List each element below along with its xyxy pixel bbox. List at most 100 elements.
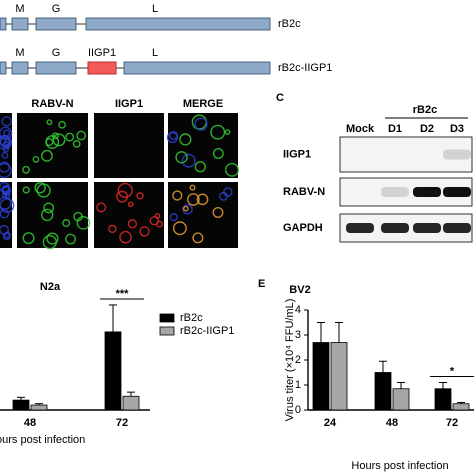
cell xyxy=(182,204,193,215)
segment-label: G xyxy=(52,47,61,59)
micrograph xyxy=(94,113,164,178)
cell xyxy=(225,162,240,177)
cell xyxy=(22,186,30,194)
gene-box xyxy=(0,61,7,75)
cell xyxy=(196,193,209,206)
gene-box xyxy=(35,61,77,75)
cell xyxy=(1,151,9,159)
x-tick-label: 72 xyxy=(116,417,128,429)
cell xyxy=(212,148,224,159)
row-label: GAPDH xyxy=(283,222,323,234)
bar xyxy=(30,404,48,411)
cell xyxy=(41,149,53,162)
microscopy: RABV-N IIGP1 MERGE xyxy=(0,98,240,250)
legend-swatch xyxy=(159,326,175,336)
cell xyxy=(46,119,53,126)
x-axis-label: ours post infection xyxy=(0,434,85,446)
cell xyxy=(172,190,183,201)
cell xyxy=(117,182,133,198)
cell xyxy=(76,215,91,230)
cell xyxy=(179,133,192,146)
cell xyxy=(194,161,206,173)
cell xyxy=(181,153,196,168)
cell xyxy=(224,129,231,135)
cell xyxy=(119,230,132,244)
bar xyxy=(12,399,30,411)
cell xyxy=(65,132,75,142)
cell xyxy=(0,224,9,235)
cell xyxy=(127,219,138,229)
cell xyxy=(1,116,12,127)
band xyxy=(443,187,471,197)
bar xyxy=(104,331,122,411)
group-label: rB2c xyxy=(413,104,437,116)
segment-label: M xyxy=(15,3,24,15)
y-axis-label: Virus titer (×10⁴ FFU/mL) xyxy=(284,299,296,422)
significance-label: *** xyxy=(116,288,130,300)
band xyxy=(413,223,441,233)
blot-strip xyxy=(339,136,473,173)
legend-label: rB2c-IIGP1 xyxy=(180,325,234,337)
cell xyxy=(3,129,11,137)
band xyxy=(381,187,409,197)
channel-label: MERGE xyxy=(183,98,223,110)
bar xyxy=(122,395,140,411)
cell xyxy=(0,161,10,173)
cell xyxy=(116,190,129,203)
x-axis-label: Hours post infection xyxy=(351,460,448,472)
cell xyxy=(40,208,54,222)
y-tick-label: 4 xyxy=(295,304,301,316)
segment-label: L xyxy=(152,3,158,15)
cell xyxy=(42,234,58,250)
lane-label: Mock xyxy=(346,123,375,135)
cell xyxy=(187,193,200,206)
legend-swatch xyxy=(159,313,175,323)
cell xyxy=(45,138,54,147)
bar xyxy=(392,388,410,411)
cell xyxy=(22,165,30,174)
cell xyxy=(194,117,208,131)
segment-label: L xyxy=(152,47,158,59)
cell xyxy=(46,232,59,245)
bar xyxy=(452,403,470,411)
cell xyxy=(62,219,71,228)
cell xyxy=(1,186,12,196)
band xyxy=(413,187,441,197)
cell xyxy=(172,221,187,236)
cell xyxy=(0,162,12,179)
bar xyxy=(330,342,348,411)
cell xyxy=(127,201,134,208)
cell xyxy=(212,206,224,218)
gene-box xyxy=(11,61,29,75)
cell xyxy=(192,232,204,244)
cell xyxy=(4,138,12,147)
panel-letter: E xyxy=(258,278,265,290)
cell xyxy=(210,124,226,140)
gene-box xyxy=(85,17,271,31)
panel-letter: C xyxy=(276,92,284,104)
y-tick-label: 0 xyxy=(295,404,301,416)
lane-label: D1 xyxy=(388,123,402,135)
cell xyxy=(58,120,66,129)
micrograph xyxy=(17,113,88,178)
cell xyxy=(22,232,35,245)
cell xyxy=(0,198,15,213)
bar xyxy=(434,388,452,411)
cell xyxy=(43,202,55,214)
cell xyxy=(136,192,144,200)
bar xyxy=(312,342,330,411)
row-label: RABV-N xyxy=(283,186,325,198)
cell xyxy=(108,224,117,234)
cell xyxy=(223,187,233,197)
cell xyxy=(182,205,189,212)
cell xyxy=(139,226,150,237)
cell xyxy=(175,151,188,164)
band xyxy=(443,149,471,160)
gene-box xyxy=(123,61,271,75)
y-tick-label: 1 xyxy=(295,379,301,391)
micrograph xyxy=(94,182,164,248)
charts: N2a ours post infection 48 72 *** rB2crB2c-II… xyxy=(0,278,474,472)
